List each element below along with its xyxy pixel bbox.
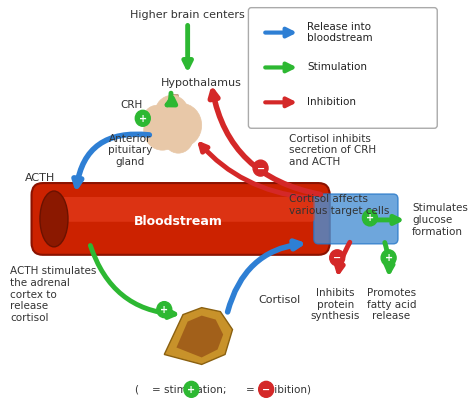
Text: Cortisol: Cortisol (258, 295, 301, 305)
Text: CRH: CRH (120, 100, 143, 110)
Circle shape (155, 95, 189, 131)
Text: +: + (160, 305, 168, 315)
Text: +: + (139, 114, 147, 124)
Polygon shape (164, 308, 233, 365)
Text: Cortisol inhibits
secretion of CRH
and ACTH: Cortisol inhibits secretion of CRH and A… (289, 134, 376, 167)
Circle shape (381, 250, 396, 266)
Circle shape (161, 103, 201, 147)
Ellipse shape (40, 191, 68, 247)
Text: Promotes
fatty acid
release: Promotes fatty acid release (367, 288, 416, 321)
Text: Cortisol affects
various target cells: Cortisol affects various target cells (289, 194, 389, 216)
Circle shape (157, 302, 172, 318)
Circle shape (264, 92, 279, 108)
Text: −: − (333, 253, 341, 263)
FancyBboxPatch shape (32, 183, 330, 255)
Text: Higher brain centers: Higher brain centers (130, 10, 245, 20)
Circle shape (164, 121, 193, 153)
Text: −: − (268, 96, 276, 106)
FancyBboxPatch shape (169, 94, 178, 118)
Text: −: − (262, 385, 270, 395)
Text: Inhibits
protein
synthesis: Inhibits protein synthesis (310, 288, 360, 321)
Circle shape (184, 381, 199, 397)
Text: −: − (256, 164, 264, 174)
Text: +: + (187, 385, 195, 395)
Circle shape (143, 105, 171, 135)
Text: +: + (384, 253, 392, 263)
Text: Bloodstream: Bloodstream (134, 215, 223, 229)
Text: ACTH stimulates
the adrenal
cortex to
release
cortisol: ACTH stimulates the adrenal cortex to re… (10, 267, 96, 323)
Text: Inhibition: Inhibition (307, 97, 356, 107)
Text: Release into
bloodstream: Release into bloodstream (307, 22, 373, 43)
Text: Stimulation: Stimulation (307, 63, 367, 73)
Circle shape (330, 250, 345, 266)
Polygon shape (176, 316, 223, 357)
Text: (    = stimulation;      = inhibition): ( = stimulation; = inhibition) (135, 384, 311, 394)
FancyBboxPatch shape (46, 197, 315, 222)
Circle shape (259, 381, 273, 397)
Text: Stimulates
glucose
formation: Stimulates glucose formation (412, 203, 468, 237)
FancyBboxPatch shape (314, 194, 398, 244)
Text: +: + (366, 213, 374, 223)
Circle shape (144, 110, 181, 150)
FancyBboxPatch shape (248, 8, 437, 128)
Text: ACTH: ACTH (25, 173, 55, 183)
Circle shape (135, 110, 150, 126)
Text: Anterior
pituitary
gland: Anterior pituitary gland (108, 134, 152, 167)
Text: Hypothalamus: Hypothalamus (161, 79, 242, 88)
Circle shape (363, 210, 377, 226)
Circle shape (253, 160, 268, 176)
